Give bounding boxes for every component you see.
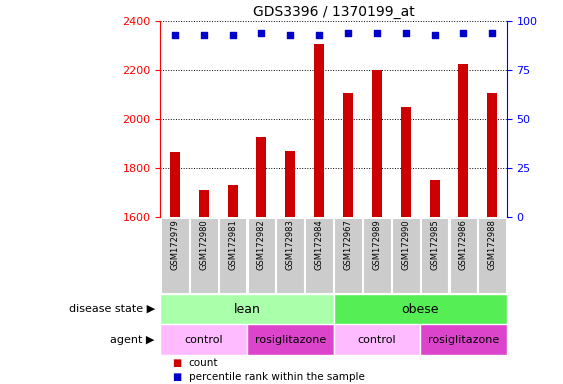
Bar [479, 218, 506, 293]
Bar [314, 45, 324, 217]
Text: obese: obese [401, 303, 439, 316]
Text: GSM172989: GSM172989 [372, 219, 381, 270]
Text: count: count [189, 358, 218, 368]
Text: GSM172988: GSM172988 [488, 219, 497, 270]
Text: GSM172984: GSM172984 [315, 219, 324, 270]
Bar [372, 70, 382, 217]
Point [228, 32, 237, 38]
Point [488, 30, 497, 36]
Bar [343, 93, 353, 217]
Text: GSM172985: GSM172985 [430, 219, 439, 270]
Bar [333, 294, 507, 324]
Text: control: control [358, 335, 396, 345]
Point [171, 32, 180, 38]
Bar [247, 324, 333, 355]
Point [430, 32, 439, 38]
Bar [363, 218, 391, 293]
Bar [334, 218, 362, 293]
Point [343, 30, 352, 36]
Point [459, 30, 468, 36]
Text: ■: ■ [172, 371, 181, 382]
Text: percentile rank within the sample: percentile rank within the sample [189, 371, 364, 382]
Text: GSM172981: GSM172981 [228, 219, 237, 270]
Text: control: control [185, 335, 223, 345]
Bar [199, 190, 209, 217]
Point [372, 30, 381, 36]
Text: GSM172990: GSM172990 [401, 219, 410, 270]
Text: GSM172982: GSM172982 [257, 219, 266, 270]
Bar [430, 180, 440, 217]
Bar [421, 218, 448, 293]
Bar [170, 152, 180, 217]
Bar [401, 107, 411, 217]
Bar [219, 218, 247, 293]
Bar [487, 93, 497, 217]
Point [315, 32, 324, 38]
Title: GDS3396 / 1370199_at: GDS3396 / 1370199_at [253, 5, 414, 19]
Text: GSM172983: GSM172983 [286, 219, 295, 270]
Bar [450, 218, 477, 293]
Bar [420, 324, 507, 355]
Text: disease state ▶: disease state ▶ [69, 304, 155, 314]
Text: GSM172980: GSM172980 [199, 219, 208, 270]
Bar [160, 324, 247, 355]
Text: rosiglitazone: rosiglitazone [428, 335, 499, 345]
Bar [276, 218, 304, 293]
Bar [161, 218, 189, 293]
Point [286, 32, 295, 38]
Bar [458, 64, 468, 217]
Text: GSM172979: GSM172979 [171, 219, 180, 270]
Text: ■: ■ [172, 358, 181, 368]
Point [257, 30, 266, 36]
Text: GSM172967: GSM172967 [343, 219, 352, 270]
Bar [190, 218, 217, 293]
Text: rosiglitazone: rosiglitazone [254, 335, 326, 345]
Bar [160, 294, 333, 324]
Bar [256, 137, 266, 217]
Text: agent ▶: agent ▶ [110, 335, 155, 345]
Bar [285, 151, 296, 217]
Bar [392, 218, 419, 293]
Point [199, 32, 208, 38]
Bar [248, 218, 275, 293]
Point [401, 30, 410, 36]
Text: lean: lean [234, 303, 261, 316]
Bar [305, 218, 333, 293]
Bar [333, 324, 420, 355]
Text: GSM172986: GSM172986 [459, 219, 468, 270]
Bar [227, 185, 238, 217]
